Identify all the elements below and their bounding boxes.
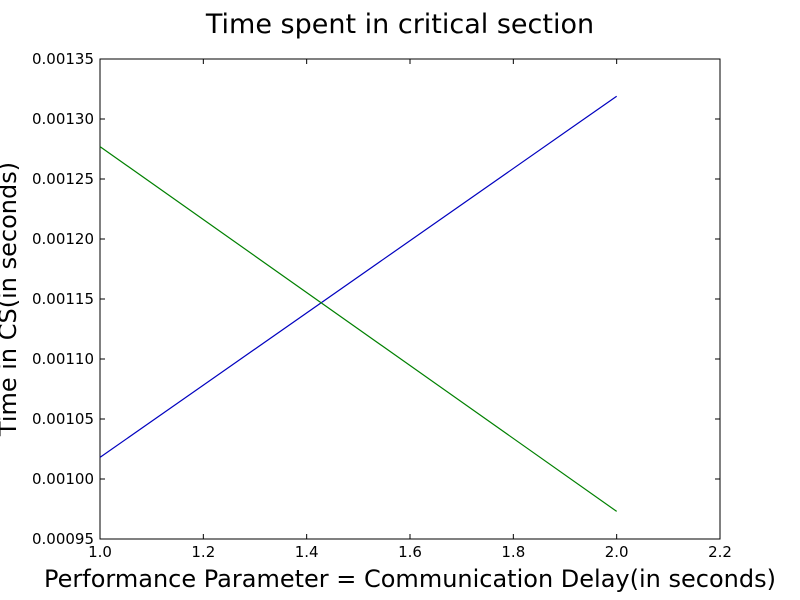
x-tick-label: 1.4 (295, 543, 319, 561)
y-tick-label: 0.00100 (32, 470, 94, 488)
y-tick-label: 0.00130 (32, 110, 94, 128)
y-tick-label: 0.00135 (32, 50, 94, 68)
series-layer (99, 95, 618, 512)
ticks-layer: 1.0 1.2 1.4 1.6 1.8 2.0 2.2 0.00095 0.00100 0.001… (32, 50, 732, 561)
x-tick-label: 2.0 (605, 543, 629, 561)
y-tick-label: 0.00120 (32, 230, 94, 248)
x-tick-label: 1.0 (88, 543, 112, 561)
y-tick-label: 0.00125 (32, 170, 94, 188)
y-tick-label: 0.00105 (32, 410, 94, 428)
y-tick-label: 0.00110 (32, 350, 94, 368)
series-line-1 (99, 95, 618, 458)
x-tick-label: 1.6 (398, 543, 422, 561)
plot-area-frame (99, 58, 721, 540)
y-axis-label: Time in CS(in seconds) (0, 162, 22, 437)
y-tick-label: 0.00095 (32, 530, 94, 548)
x-tick-label: 1.2 (191, 543, 215, 561)
x-axis-label: Performance Parameter = Communication De… (44, 565, 776, 593)
x-tick-label: 1.8 (501, 543, 525, 561)
chart-title: Time spent in critical section (205, 9, 594, 40)
y-tick-label: 0.00115 (32, 290, 94, 308)
series-line-2 (99, 146, 618, 512)
x-tick-label: 2.2 (708, 543, 732, 561)
